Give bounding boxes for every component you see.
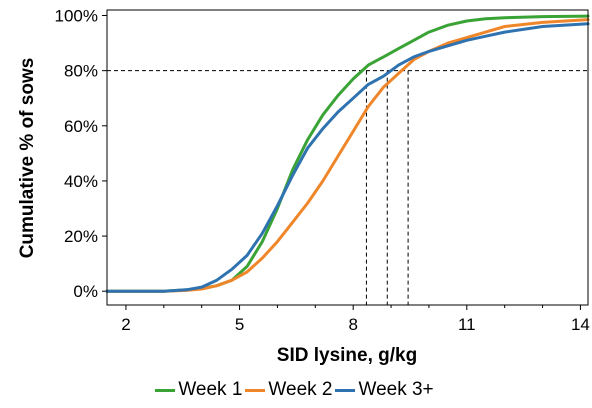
legend-item-week-1: Week 1 xyxy=(155,379,245,401)
series-line-2 xyxy=(105,18,590,293)
x-tick-label: 2 xyxy=(121,315,130,334)
chart: Cumulative % of sows SID lysine, g/kg 0%… xyxy=(17,7,590,366)
y-tick-label: 100% xyxy=(55,7,98,26)
x-ticks: 2 5 8 11 14 xyxy=(121,305,590,334)
series-line-1 xyxy=(105,14,590,293)
x-axis-title: SID lysine, g/kg xyxy=(277,345,417,366)
y-axis-title: Cumulative % of sows xyxy=(17,58,38,259)
legend-item-week-2: Week 2 xyxy=(245,379,335,401)
legend-item-week-3: Week 3+ xyxy=(335,379,436,401)
y-tick-label: 20% xyxy=(64,227,98,246)
legend-label-week-1: Week 1 xyxy=(178,379,243,400)
x-tick-label: 5 xyxy=(235,315,244,334)
y-tick-label: 40% xyxy=(64,172,98,191)
x-tick-label: 8 xyxy=(348,315,357,334)
y-ticks: 0% 20% 40% 60% 80% 100% xyxy=(55,7,107,301)
legend: Week 1 Week 2 Week 3+ xyxy=(0,376,592,404)
legend-label-week-2: Week 2 xyxy=(268,379,333,400)
reference-lines xyxy=(107,70,588,305)
legend-swatch-week-3 xyxy=(335,388,356,392)
legend-label-week-3: Week 3+ xyxy=(358,379,434,400)
legend-swatch-week-1 xyxy=(155,388,176,392)
y-tick-label: 0% xyxy=(73,282,98,301)
y-tick-label: 60% xyxy=(64,117,98,136)
series-lines xyxy=(105,14,590,293)
plot-area-frame xyxy=(106,9,589,306)
x-tick-label: 11 xyxy=(458,315,476,334)
x-tick-label: 14 xyxy=(571,315,590,334)
legend-swatch-week-2 xyxy=(245,388,266,392)
y-tick-label: 80% xyxy=(64,62,98,81)
series-line-3 xyxy=(105,22,590,293)
